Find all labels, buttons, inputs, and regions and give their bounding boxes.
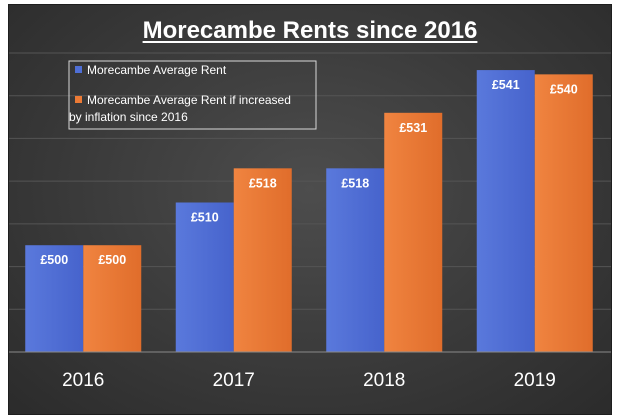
bar-average-rent-2016 (25, 245, 84, 352)
bar-inflation-adjusted-2016 (83, 245, 142, 352)
bar-inflation-adjusted-2018 (384, 112, 443, 352)
data-label-inflation-adjusted-2016: £500 (98, 253, 126, 267)
chart-title-group: Morecambe Rents since 2016 (142, 17, 478, 44)
legend-label-average-rent: Morecambe Average Rent (87, 63, 227, 77)
x-tick-2019: 2019 (514, 370, 556, 391)
legend-swatch-blue (75, 66, 82, 73)
data-labels: £500 £500 £510 £518 £518 £531 £541 £540 (40, 78, 577, 267)
bar-inflation-adjusted-2017 (233, 168, 292, 352)
legend-swatch-orange (75, 96, 82, 103)
x-tick-2016: 2016 (62, 370, 104, 391)
data-label-inflation-adjusted-2018: £531 (399, 121, 427, 135)
chart-frame: £500 £500 £510 £518 £518 £531 £541 £540 2016 201… (8, 4, 612, 415)
data-label-inflation-adjusted-2017: £518 (249, 176, 277, 190)
data-label-average-rent-2019: £541 (492, 78, 520, 92)
bar-chart: £500 £500£510£518 £518£531£541 £540 2016 201… (9, 17, 611, 391)
x-axis-ticks: 2016 2017 2018 2019 (62, 370, 556, 391)
x-tick-2018: 2018 (363, 370, 405, 391)
chart-title: Morecambe Rents since 2016 (143, 17, 478, 44)
bar-average-rent-2018 (326, 168, 385, 352)
bars (25, 70, 593, 352)
x-tick-2017: 2017 (213, 370, 255, 391)
legend-label-inflation-line2: by inflation since 2016 (69, 110, 188, 124)
bar-average-rent-2017 (175, 202, 234, 352)
bar-average-rent-2019 (476, 70, 535, 352)
legend-label-inflation-line1: Morecambe Average Rent if increased (87, 93, 291, 107)
data-label-average-rent-2016: £500 (40, 253, 68, 267)
data-label-average-rent-2018: £518 (341, 176, 369, 190)
bar-inflation-adjusted-2019 (534, 74, 593, 352)
legend-box (68, 60, 317, 130)
data-label-average-rent-2017: £510 (191, 211, 219, 225)
legend: Morecambe Average Rent Morecambe Average… (68, 60, 317, 130)
data-label-inflation-adjusted-2019: £540 (550, 82, 578, 96)
